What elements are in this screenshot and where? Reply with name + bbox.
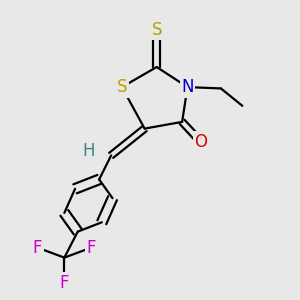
- Text: S: S: [117, 78, 127, 96]
- Text: S: S: [152, 20, 162, 38]
- Text: F: F: [60, 274, 69, 292]
- Text: H: H: [82, 142, 95, 160]
- Text: O: O: [194, 133, 207, 151]
- Text: F: F: [86, 239, 96, 257]
- Text: N: N: [181, 78, 194, 96]
- Text: F: F: [33, 239, 42, 257]
